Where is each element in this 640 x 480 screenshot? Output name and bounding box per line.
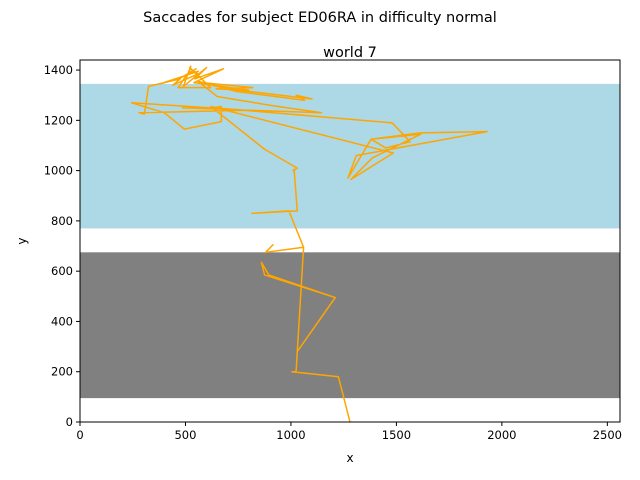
chart-suptitle: Saccades for subject ED06RA in difficult… xyxy=(143,10,497,26)
x-axis-label: x xyxy=(346,451,353,465)
y-tick-label: 600 xyxy=(51,264,73,278)
y-tick-label: 800 xyxy=(51,214,73,228)
y-tick-label: 200 xyxy=(51,365,73,379)
y-axis-label: y xyxy=(15,237,29,244)
y-tick-label: 1000 xyxy=(44,164,73,178)
x-tick-label: 2500 xyxy=(593,428,622,442)
y-tick-label: 400 xyxy=(51,314,73,328)
x-tick-label: 1500 xyxy=(382,428,411,442)
region-upper-band xyxy=(80,83,620,229)
y-tick-label: 0 xyxy=(66,415,73,429)
region-lower-band xyxy=(80,252,620,399)
x-tick-label: 500 xyxy=(174,428,196,442)
y-tick-label: 1400 xyxy=(44,63,73,77)
x-tick-label: 1000 xyxy=(276,428,305,442)
series-line-saccades xyxy=(130,65,488,423)
x-tick-label: 0 xyxy=(76,428,83,442)
chart-title: world 7 xyxy=(323,45,377,61)
axes-frame xyxy=(79,59,621,423)
series-layer xyxy=(130,65,488,423)
y-tick-label: 1200 xyxy=(44,113,73,127)
x-tick-label: 2000 xyxy=(487,428,516,442)
background-regions xyxy=(80,83,620,399)
y-axis: 0 200 400 600 800 1000 1200 1400 xyxy=(44,63,80,429)
x-axis: 0 500 1000 1500 2000 2500 xyxy=(76,422,622,442)
plot-area xyxy=(79,59,621,423)
